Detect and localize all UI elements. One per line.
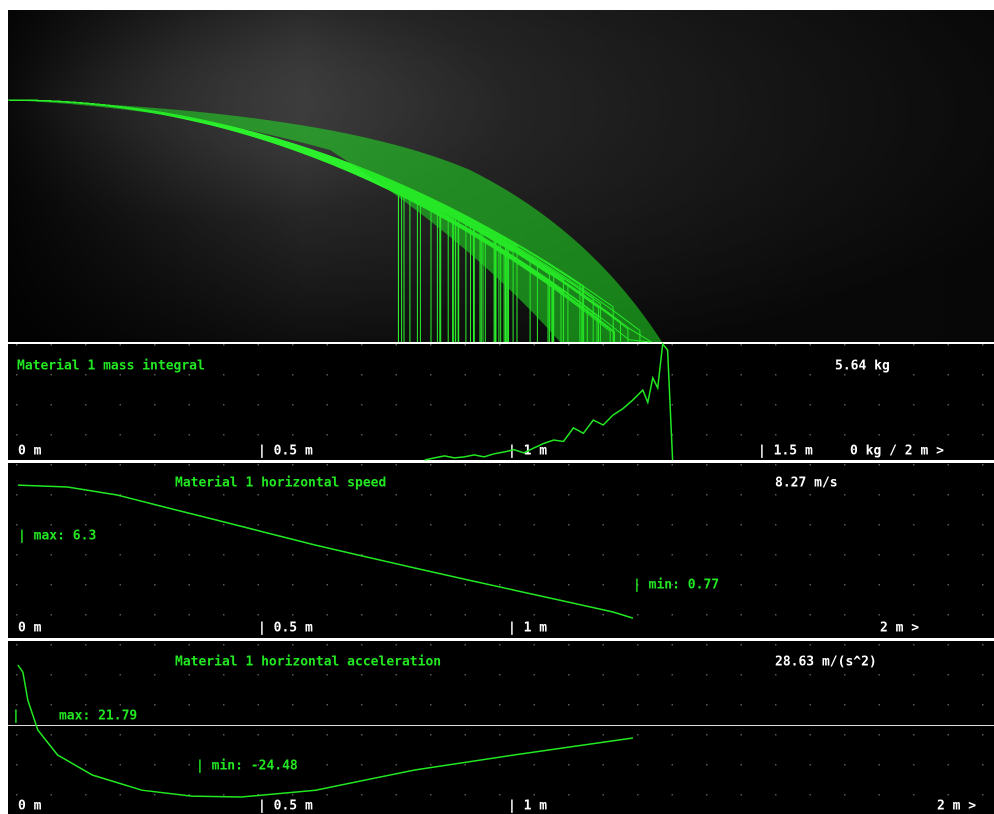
scale-label: 8.27 m/s xyxy=(775,476,838,491)
min-label: | min: 0.77 xyxy=(633,578,719,593)
scale-label: 5.64 kg xyxy=(835,359,890,374)
panel-title: Material 1 horizontal acceleration xyxy=(175,655,441,670)
x-label: 2 m > xyxy=(937,799,976,814)
x-label: 0 kg / 2 m > xyxy=(850,444,944,459)
panel-grid xyxy=(8,463,994,638)
x-label: 2 m > xyxy=(880,621,919,636)
x-label: | 0.5 m xyxy=(258,444,313,459)
max-label: | max: 6.3 xyxy=(18,529,96,544)
scale-label: 28.63 m/(s^2) xyxy=(775,655,877,670)
x-label: | 1 m xyxy=(508,799,547,814)
simulation-view: Material 1 mass integral 5.64 kg 0 m | 0… xyxy=(0,0,994,814)
x-label: 0 m xyxy=(18,799,42,814)
x-label: | 0.5 m xyxy=(258,621,313,636)
x-label: | 1 m xyxy=(508,621,547,636)
x-label: 0 m xyxy=(18,444,42,459)
min-label: | min: -24.48 xyxy=(196,759,298,774)
panel-title: Material 1 mass integral xyxy=(17,359,205,374)
x-label: 0 m xyxy=(18,621,42,636)
x-label: | 1.5 m xyxy=(758,444,813,459)
x-label: | 0.5 m xyxy=(258,799,313,814)
panel-title: Material 1 horizontal speed xyxy=(175,476,386,491)
